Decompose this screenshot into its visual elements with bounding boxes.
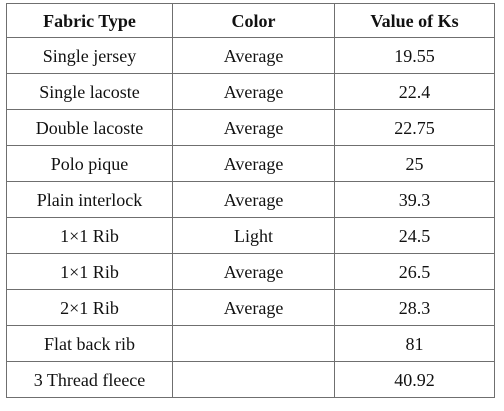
table-row: Polo pique Average 25	[6, 145, 495, 182]
fabric-type-cell: 2×1 Rib	[6, 289, 173, 326]
fabric-ks-table: Fabric Type Color Value of Ks Single jer…	[6, 3, 495, 398]
fabric-type-cell: Double lacoste	[6, 109, 173, 146]
fabric-type-cell: 1×1 Rib	[6, 217, 173, 254]
color-cell: Average	[172, 289, 335, 326]
table-row: Single lacoste Average 22.4	[6, 73, 495, 110]
ks-value-cell: 19.55	[334, 37, 495, 74]
ks-value-cell: 24.5	[334, 217, 495, 254]
color-cell: Average	[172, 253, 335, 290]
color-cell: Average	[172, 181, 335, 218]
table-row: 1×1 Rib Light 24.5	[6, 217, 495, 254]
table-row: Flat back rib 81	[6, 325, 495, 362]
color-cell	[172, 325, 335, 362]
table-row: 3 Thread fleece 40.92	[6, 361, 495, 398]
table-row: Single jersey Average 19.55	[6, 37, 495, 74]
ks-value-cell: 22.4	[334, 73, 495, 110]
fabric-type-cell: 1×1 Rib	[6, 253, 173, 290]
ks-value-cell: 39.3	[334, 181, 495, 218]
fabric-type-cell: Polo pique	[6, 145, 173, 182]
ks-value-cell: 26.5	[334, 253, 495, 290]
header-value-of-ks: Value of Ks	[334, 3, 495, 38]
header-row: Fabric Type Color Value of Ks	[6, 3, 495, 38]
ks-value-cell: 25	[334, 145, 495, 182]
color-cell: Light	[172, 217, 335, 254]
color-cell: Average	[172, 73, 335, 110]
ks-value-cell: 28.3	[334, 289, 495, 326]
table-row: 2×1 Rib Average 28.3	[6, 289, 495, 326]
color-cell: Average	[172, 37, 335, 74]
fabric-type-cell: Single jersey	[6, 37, 173, 74]
ks-value-cell: 81	[334, 325, 495, 362]
color-cell: Average	[172, 145, 335, 182]
color-cell: Average	[172, 109, 335, 146]
ks-value-cell: 40.92	[334, 361, 495, 398]
color-cell	[172, 361, 335, 398]
header-fabric-type: Fabric Type	[6, 3, 173, 38]
fabric-type-cell: 3 Thread fleece	[6, 361, 173, 398]
ks-value-cell: 22.75	[334, 109, 495, 146]
fabric-type-cell: Plain interlock	[6, 181, 173, 218]
table-row: Plain interlock Average 39.3	[6, 181, 495, 218]
fabric-type-cell: Flat back rib	[6, 325, 173, 362]
table-row: Double lacoste Average 22.75	[6, 109, 495, 146]
fabric-type-cell: Single lacoste	[6, 73, 173, 110]
table-row: 1×1 Rib Average 26.5	[6, 253, 495, 290]
header-color: Color	[172, 3, 335, 38]
